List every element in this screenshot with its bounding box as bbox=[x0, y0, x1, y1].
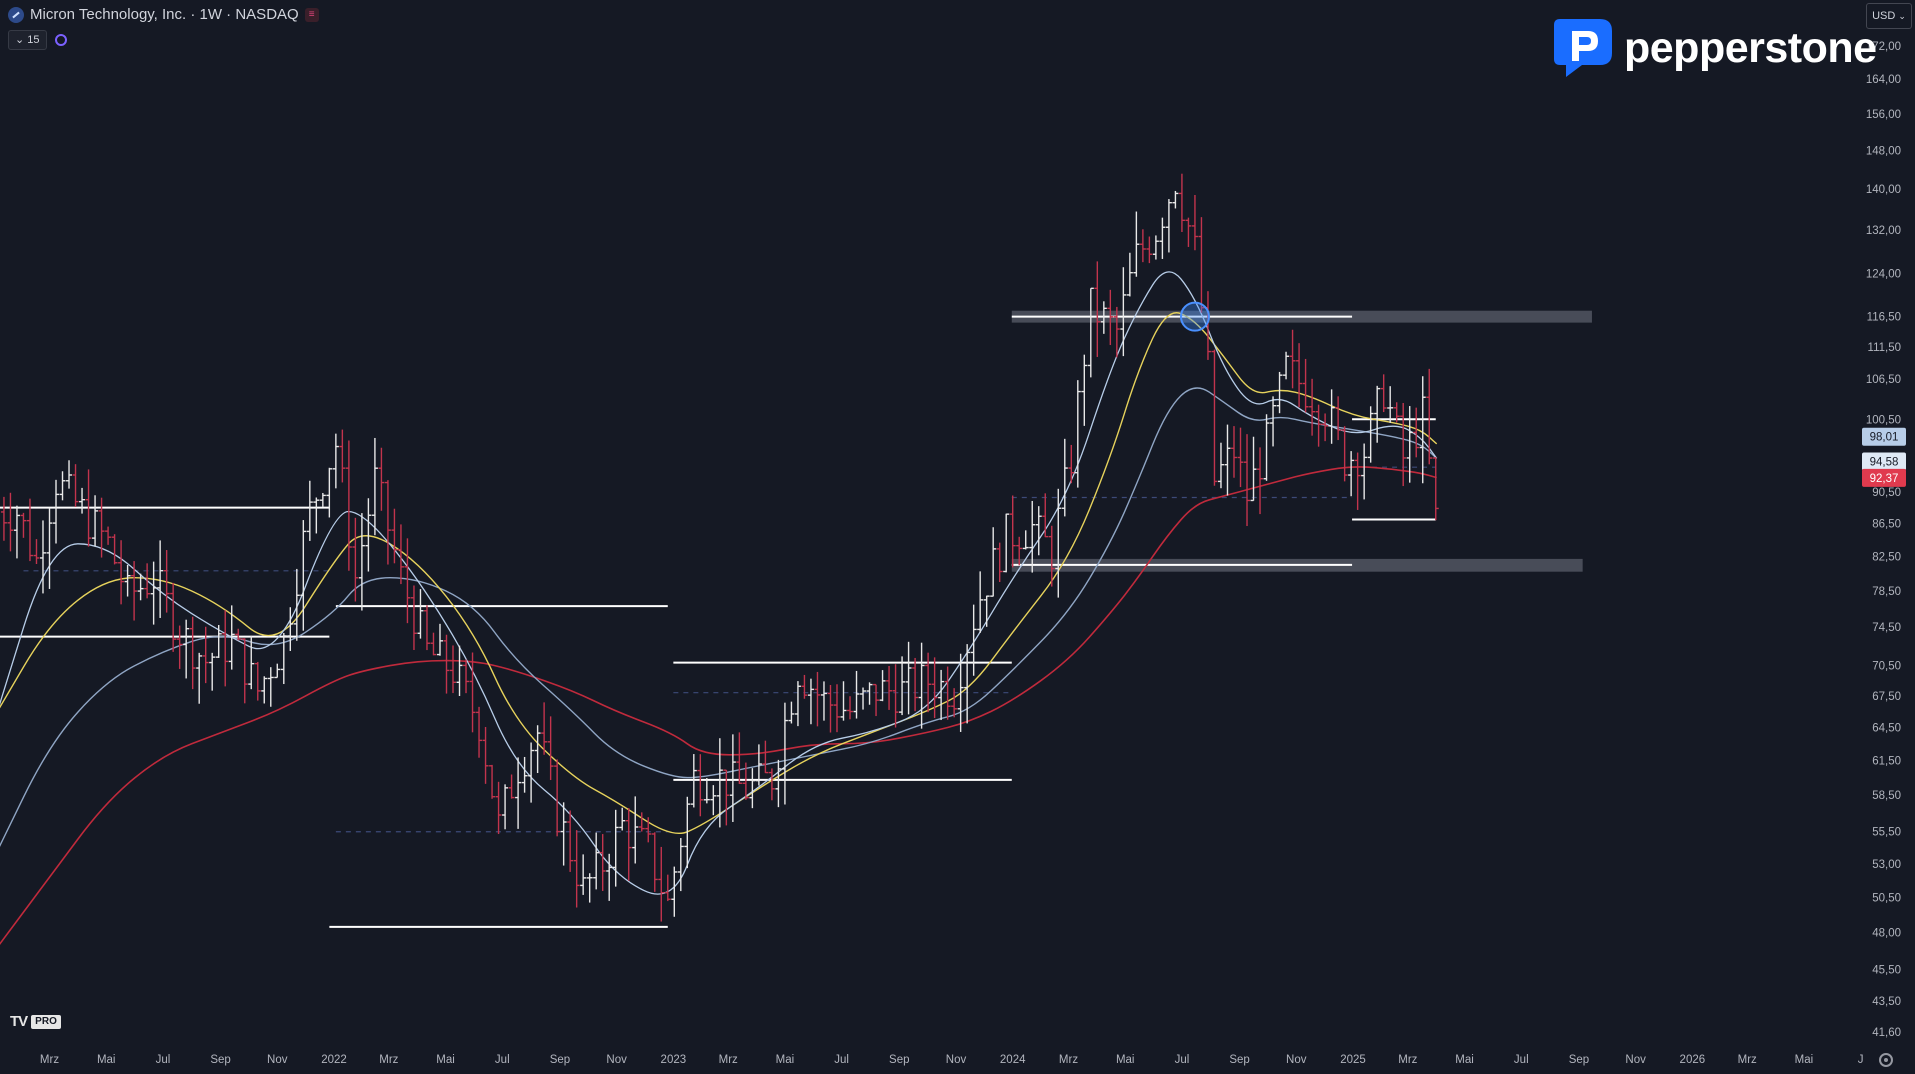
symbol-title[interactable]: Micron Technology, Inc. · 1W · NASDAQ bbox=[30, 6, 299, 23]
price-tick-label: 78,50 bbox=[1872, 586, 1901, 598]
time-tick-label: 2024 bbox=[1000, 1054, 1026, 1066]
price-tick-label: 172,00 bbox=[1866, 41, 1901, 53]
brand-logo: pepperstone bbox=[1548, 17, 1877, 79]
time-tick-label: Jul bbox=[1514, 1054, 1529, 1066]
time-tick-label: Mrz bbox=[719, 1054, 738, 1066]
time-tick-label: Nov bbox=[1625, 1054, 1646, 1066]
price-tick-label: 156,00 bbox=[1866, 109, 1901, 121]
brand-name: pepperstone bbox=[1624, 23, 1877, 72]
time-tick-label: 2026 bbox=[1680, 1054, 1706, 1066]
currency-selector[interactable]: USD ⌄ bbox=[1866, 3, 1912, 29]
settings-icon[interactable] bbox=[1879, 1053, 1893, 1067]
pepperstone-logo-icon bbox=[1554, 19, 1612, 77]
ema-slow-line bbox=[0, 466, 1437, 946]
chevron-down-icon: ⌄ bbox=[15, 34, 25, 46]
time-tick-label: Mrz bbox=[1738, 1054, 1757, 1066]
time-tick-label: J bbox=[1858, 1054, 1864, 1066]
data-window-icon[interactable] bbox=[54, 34, 67, 46]
highlight-circle bbox=[1179, 301, 1210, 332]
price-tag-label: 98,01 bbox=[1870, 432, 1899, 444]
time-tick-label: Nov bbox=[267, 1054, 288, 1066]
time-tick-label: Jul bbox=[495, 1054, 510, 1066]
marker-layer bbox=[1179, 301, 1210, 332]
time-tick-label: Mai bbox=[1795, 1054, 1814, 1066]
ema-mid2-line bbox=[0, 387, 1438, 848]
indicator-row: ⌄ 15 bbox=[8, 30, 67, 50]
price-tick-label: 45,50 bbox=[1872, 965, 1901, 977]
price-tick-label: 124,00 bbox=[1866, 268, 1901, 280]
price-axis[interactable]: 172,00 164,00 156,00 148,00 140,00 132,00 124,… bbox=[1862, 41, 1906, 1039]
time-tick-label: Mrz bbox=[1059, 1054, 1078, 1066]
price-tick-label: 164,00 bbox=[1866, 74, 1901, 86]
price-tag-label: 92,37 bbox=[1870, 473, 1899, 485]
time-tick-label: Jul bbox=[834, 1054, 849, 1066]
symbol-logo-icon bbox=[8, 6, 24, 23]
ema-mid-line bbox=[0, 312, 1438, 835]
time-tick-label: Nov bbox=[1286, 1054, 1307, 1066]
hash-icon[interactable]: ≡ bbox=[304, 7, 319, 22]
price-tick-label: 43,50 bbox=[1872, 996, 1901, 1008]
time-tick-label: Mai bbox=[776, 1054, 795, 1066]
price-tick-label: 61,50 bbox=[1872, 755, 1901, 767]
price-tick-label: 55,50 bbox=[1872, 827, 1901, 839]
price-tick-label: 58,50 bbox=[1872, 790, 1901, 802]
time-tick-label: Jul bbox=[156, 1054, 171, 1066]
time-tick-label: 2025 bbox=[1340, 1054, 1366, 1066]
time-tick-label: Jul bbox=[1175, 1054, 1190, 1066]
price-tick-label: 100,50 bbox=[1866, 414, 1901, 426]
price-tick-label: 86,50 bbox=[1872, 518, 1901, 530]
chevron-down-icon: ⌄ bbox=[1898, 11, 1906, 21]
price-tick-label: 140,00 bbox=[1866, 184, 1901, 196]
price-tick-label: 41,60 bbox=[1872, 1027, 1901, 1039]
tv-mark: TV bbox=[10, 1013, 28, 1030]
price-tick-label: 148,00 bbox=[1866, 145, 1901, 157]
price-tick-label: 70,50 bbox=[1872, 661, 1901, 673]
time-tick-label: Sep bbox=[1229, 1054, 1249, 1066]
time-tick-label: Mai bbox=[97, 1054, 116, 1066]
chart-header: Micron Technology, Inc. · 1W · NASDAQ ≡ bbox=[8, 6, 319, 23]
price-tick-label: 74,50 bbox=[1872, 622, 1901, 634]
tv-pro-badge: PRO bbox=[31, 1014, 61, 1029]
time-tick-label: 2023 bbox=[661, 1054, 687, 1066]
time-axis[interactable]: Mrz Mai Jul Sep Nov 2022 Mrz Mai Jul Sep Nov 2023 Mr… bbox=[40, 1054, 1864, 1066]
time-tick-label: Mai bbox=[1455, 1054, 1474, 1066]
price-tick-label: 53,00 bbox=[1872, 859, 1901, 871]
time-tick-label: Mrz bbox=[379, 1054, 398, 1066]
time-tick-label: Sep bbox=[1569, 1054, 1589, 1066]
price-tick-label: 132,00 bbox=[1866, 225, 1901, 237]
tradingview-watermark[interactable]: TV PRO bbox=[10, 1013, 61, 1030]
time-tick-label: Mai bbox=[1116, 1054, 1135, 1066]
indicators-toggle[interactable]: ⌄ 15 bbox=[8, 30, 47, 50]
price-tag-bg bbox=[1862, 452, 1906, 471]
price-tag-label: 94,58 bbox=[1870, 456, 1899, 468]
time-tick-label: Sep bbox=[550, 1054, 570, 1066]
price-tick-label: 48,00 bbox=[1872, 928, 1901, 940]
price-tick-label: 111,50 bbox=[1868, 342, 1901, 354]
price-tag-bg bbox=[1862, 427, 1906, 446]
price-tick-label: 90,50 bbox=[1872, 487, 1901, 499]
currency-label: USD bbox=[1872, 10, 1896, 22]
price-tick-label: 82,50 bbox=[1872, 551, 1901, 563]
price-tick-label: 50,50 bbox=[1872, 892, 1901, 904]
indicator-count: 15 bbox=[27, 34, 40, 46]
candles-layer bbox=[0, 173, 1439, 922]
time-tick-label: Nov bbox=[606, 1054, 627, 1066]
time-tick-label: Sep bbox=[210, 1054, 230, 1066]
price-tick-label: 106,50 bbox=[1866, 374, 1901, 386]
price-tick-label: 67,50 bbox=[1872, 691, 1901, 703]
time-tick-label: Sep bbox=[889, 1054, 909, 1066]
price-tick-label: 64,50 bbox=[1872, 722, 1901, 734]
time-tick-label: Mrz bbox=[1398, 1054, 1417, 1066]
price-tag-bg bbox=[1862, 468, 1906, 487]
time-tick-label: 2022 bbox=[321, 1054, 347, 1066]
price-tick-label: 116,50 bbox=[1867, 312, 1901, 324]
time-tick-label: Mai bbox=[436, 1054, 455, 1066]
time-tick-label: Nov bbox=[946, 1054, 967, 1066]
time-tick-label: Mrz bbox=[40, 1054, 59, 1066]
